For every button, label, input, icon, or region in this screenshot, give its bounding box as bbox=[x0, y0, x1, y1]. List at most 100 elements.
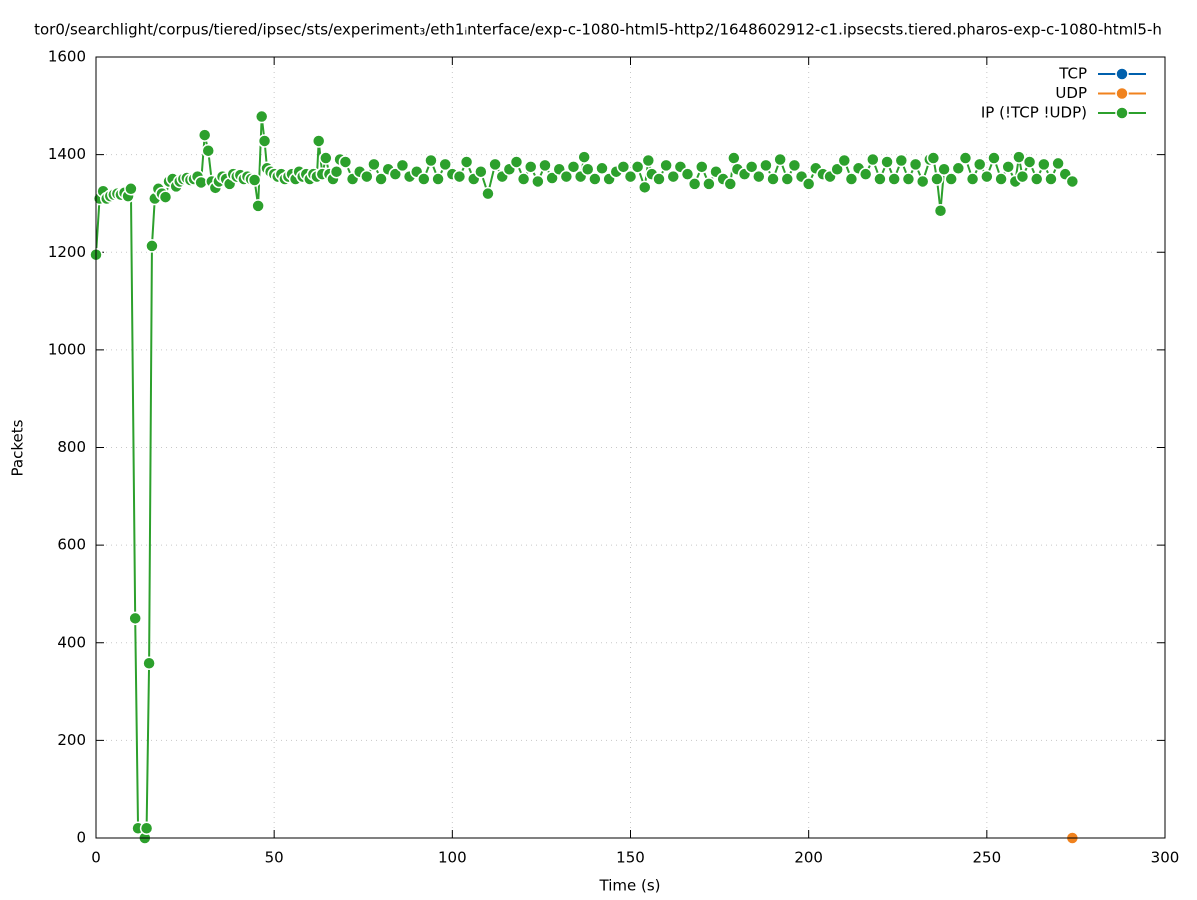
data-point bbox=[1051, 156, 1065, 171]
data-point bbox=[1037, 157, 1051, 172]
data-point bbox=[894, 153, 909, 168]
data-point bbox=[801, 177, 816, 191]
data-point bbox=[474, 164, 488, 179]
data-point bbox=[424, 153, 438, 168]
data-point bbox=[145, 239, 159, 253]
data-point bbox=[417, 172, 431, 186]
x-tick-label: 300 bbox=[1151, 849, 1180, 867]
data-point bbox=[545, 171, 559, 185]
data-point bbox=[727, 151, 741, 165]
data-point bbox=[1015, 169, 1030, 184]
data-point bbox=[374, 172, 388, 186]
data-point bbox=[257, 134, 272, 148]
data-point bbox=[687, 177, 702, 191]
data-point bbox=[844, 172, 859, 186]
data-point bbox=[158, 190, 173, 204]
data-point bbox=[139, 821, 154, 835]
data-point bbox=[937, 162, 951, 177]
data-point bbox=[787, 158, 802, 173]
chart-title: tor0/searchlight/corpus/tiered/ipsec/sts… bbox=[34, 21, 1162, 39]
data-point bbox=[930, 172, 944, 186]
legend-marker bbox=[1115, 86, 1129, 101]
data-point bbox=[251, 199, 265, 213]
data-point bbox=[438, 157, 452, 172]
data-point bbox=[388, 167, 403, 181]
data-point bbox=[972, 157, 987, 172]
legend-marker bbox=[1115, 106, 1129, 120]
data-point bbox=[880, 155, 894, 169]
data-point bbox=[559, 169, 574, 184]
data-point bbox=[538, 158, 552, 173]
data-point bbox=[197, 128, 212, 142]
data-point bbox=[680, 167, 695, 181]
data-point bbox=[623, 169, 638, 184]
data-point bbox=[201, 143, 215, 158]
y-tick-label: 400 bbox=[57, 633, 86, 651]
legend-label: TCP bbox=[1058, 65, 1087, 83]
data-point bbox=[987, 151, 1001, 165]
data-point bbox=[1001, 160, 1015, 174]
data-point bbox=[752, 169, 766, 184]
data-point bbox=[944, 172, 958, 186]
grid: 0 200 400 600 800 1000 1200 1400 1600 0 50 100 150 20… bbox=[48, 48, 1180, 867]
data-point bbox=[866, 152, 880, 167]
legend-label: IP (!TCP !UDP) bbox=[981, 104, 1087, 122]
x-tick-label: 250 bbox=[973, 849, 1002, 867]
data-point bbox=[1022, 155, 1037, 169]
data-point bbox=[509, 155, 524, 169]
data-point bbox=[980, 169, 994, 184]
data-point bbox=[588, 172, 602, 186]
y-tick-label: 1600 bbox=[48, 48, 86, 66]
data-point bbox=[577, 150, 591, 164]
data-point bbox=[951, 161, 966, 176]
data-point bbox=[744, 160, 759, 174]
data-point bbox=[1065, 174, 1080, 189]
data-point bbox=[830, 162, 844, 177]
data-point bbox=[566, 160, 581, 174]
data-point bbox=[723, 177, 738, 191]
data-point bbox=[523, 160, 538, 174]
data-point bbox=[459, 155, 474, 169]
x-tick-label: 150 bbox=[616, 849, 645, 867]
data-point bbox=[124, 182, 138, 196]
data-point bbox=[360, 169, 374, 184]
y-axis-label: Packets bbox=[9, 419, 27, 476]
data-point bbox=[652, 172, 666, 186]
data-point bbox=[1029, 172, 1044, 186]
data-point bbox=[452, 169, 467, 184]
y-tick-label: 1200 bbox=[48, 243, 86, 261]
data-point bbox=[488, 157, 502, 172]
data-point bbox=[319, 151, 333, 165]
data-point bbox=[994, 172, 1008, 186]
x-tick-label: 200 bbox=[794, 849, 823, 867]
data-point bbox=[142, 656, 156, 671]
data-point bbox=[531, 174, 545, 189]
data-point bbox=[641, 153, 656, 168]
data-point bbox=[338, 155, 353, 169]
data-point bbox=[1012, 150, 1026, 164]
data-point bbox=[431, 172, 445, 186]
data-point bbox=[766, 172, 780, 186]
data-point bbox=[367, 157, 381, 172]
legend-label: UDP bbox=[1055, 84, 1087, 102]
data-point bbox=[873, 172, 887, 186]
y-tick-label: 1400 bbox=[48, 145, 86, 163]
data-point bbox=[958, 151, 973, 165]
data-point bbox=[915, 174, 930, 189]
x-tick-label: 100 bbox=[438, 849, 467, 867]
plot-border bbox=[95, 56, 1166, 839]
data-point bbox=[254, 109, 269, 124]
data-point bbox=[695, 160, 709, 174]
data-point bbox=[481, 186, 495, 201]
y-tick-label: 800 bbox=[57, 438, 86, 456]
plot bbox=[89, 109, 1080, 845]
data-point bbox=[933, 204, 948, 218]
data-point bbox=[666, 169, 681, 184]
data-point bbox=[659, 158, 673, 173]
data-point bbox=[908, 157, 923, 172]
data-point bbox=[887, 172, 901, 186]
data-point bbox=[759, 158, 773, 173]
data-point bbox=[638, 180, 652, 195]
